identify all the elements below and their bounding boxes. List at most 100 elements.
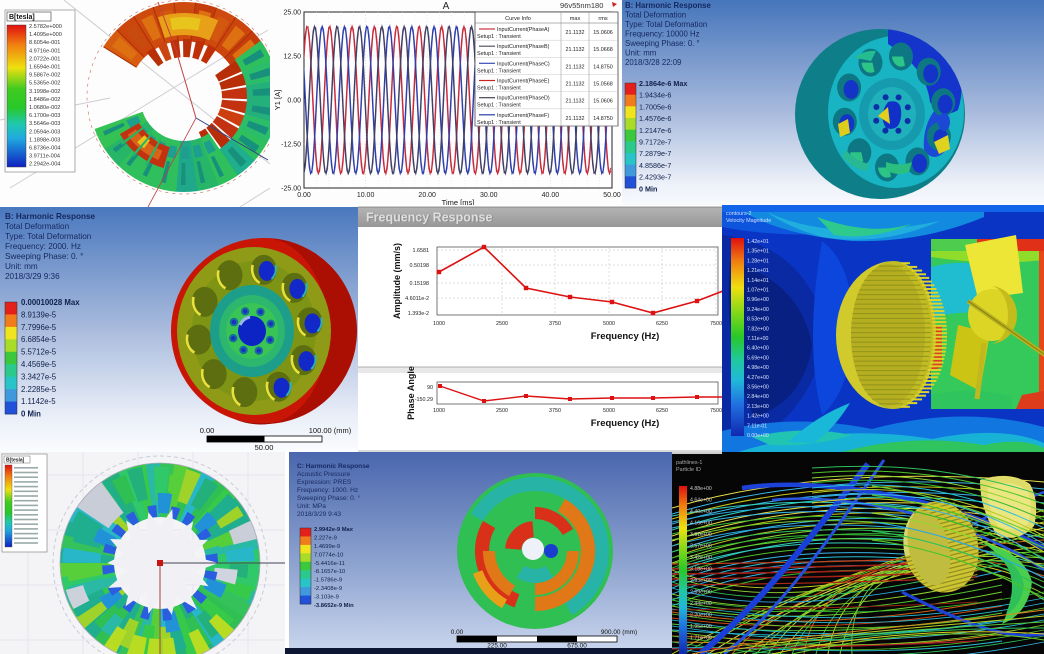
svg-text:1.42e+00: 1.42e+00	[747, 414, 769, 420]
svg-text:4.27e+00: 4.27e+00	[747, 375, 769, 381]
svg-text:7.7996e-5: 7.7996e-5	[21, 323, 57, 332]
svg-text:4.40e+00: 4.40e+00	[690, 509, 712, 515]
svg-text:3750: 3750	[549, 321, 561, 327]
svg-text:Type: Total Deformation: Type: Total Deformation	[625, 20, 707, 29]
svg-text:B[tesla]: B[tesla]	[9, 14, 35, 21]
svg-text:20.00: 20.00	[418, 192, 436, 199]
svg-text:InputCurrent(PhaseE): InputCurrent(PhaseE)	[497, 79, 550, 85]
svg-text:4.88e+00: 4.88e+00	[690, 486, 712, 492]
svg-text:6250: 6250	[656, 321, 668, 327]
svg-text:675.00: 675.00	[567, 643, 587, 650]
svg-text:Acoustic Pressure: Acoustic Pressure	[297, 471, 350, 478]
svg-text:900.00 (mm): 900.00 (mm)	[601, 629, 637, 636]
svg-text:3.9711e-004: 3.9711e-004	[29, 154, 60, 160]
svg-text:21.1132: 21.1132	[565, 99, 584, 105]
svg-text:7500: 7500	[710, 408, 722, 414]
svg-text:15.0606: 15.0606	[593, 99, 613, 105]
svg-text:2.13e+00: 2.13e+00	[747, 404, 769, 410]
svg-text:3.5646e-003: 3.5646e-003	[29, 121, 60, 127]
svg-text:Unit: MPa: Unit: MPa	[297, 503, 326, 510]
svg-text:8.9139e-5: 8.9139e-5	[21, 310, 57, 319]
svg-text:3.3427e-5: 3.3427e-5	[21, 372, 57, 381]
svg-text:9.24e+00: 9.24e+00	[747, 307, 769, 313]
svg-text:1.0680e-002: 1.0680e-002	[29, 105, 60, 111]
svg-text:1.4699e-9: 1.4699e-9	[314, 544, 340, 550]
svg-text:Setup1 : Transient: Setup1 : Transient	[477, 120, 521, 126]
svg-text:-2.3408e-9: -2.3408e-9	[314, 586, 342, 592]
svg-text:4.16e+00: 4.16e+00	[690, 521, 712, 527]
svg-text:1.1142e-5: 1.1142e-5	[21, 397, 56, 406]
svg-text:pathlines-1: pathlines-1	[676, 460, 702, 466]
svg-text:2018/3/29 9:43: 2018/3/29 9:43	[297, 511, 341, 518]
svg-text:1.2147e-6: 1.2147e-6	[639, 126, 671, 135]
svg-text:1.35e+01: 1.35e+01	[747, 249, 769, 255]
svg-text:5000: 5000	[603, 321, 615, 327]
svg-text:100.00 (mm): 100.00 (mm)	[309, 426, 352, 435]
svg-text:-5.4416e-11: -5.4416e-11	[314, 561, 345, 567]
svg-text:Frequency: 10000 Hz: Frequency: 10000 Hz	[625, 30, 700, 39]
svg-text:2.20e+00: 2.20e+00	[690, 613, 712, 619]
svg-text:1.7005e-6: 1.7005e-6	[639, 102, 671, 111]
svg-text:Time [ms]: Time [ms]	[442, 198, 475, 207]
svg-text:2.69e+00: 2.69e+00	[690, 590, 712, 596]
svg-text:Type: Total Deformation: Type: Total Deformation	[5, 232, 92, 241]
svg-text:1.6594e-001: 1.6594e-001	[29, 65, 60, 71]
svg-text:4.98e+00: 4.98e+00	[747, 365, 769, 371]
svg-text:Total Deformation: Total Deformation	[625, 11, 686, 20]
svg-text:-150.29: -150.29	[415, 397, 433, 403]
svg-text:50.00: 50.00	[603, 192, 621, 199]
svg-text:B: Harmonic Response: B: Harmonic Response	[625, 1, 711, 10]
svg-text:rms: rms	[598, 16, 608, 22]
svg-text:2.5782e+000: 2.5782e+000	[29, 24, 62, 30]
svg-text:15.0668: 15.0668	[593, 47, 613, 53]
svg-text:0.00010028 Max: 0.00010028 Max	[21, 298, 80, 307]
svg-text:3.56e+00: 3.56e+00	[747, 385, 769, 391]
svg-text:30.00: 30.00	[480, 192, 498, 199]
svg-text:9.7172e-7: 9.7172e-7	[639, 138, 671, 147]
svg-text:7.11e-01: 7.11e-01	[747, 423, 767, 429]
svg-text:-8.1657e-10: -8.1657e-10	[314, 569, 345, 575]
svg-text:3.42e+00: 3.42e+00	[690, 555, 712, 561]
svg-text:7.11e+00: 7.11e+00	[747, 336, 769, 342]
svg-text:3.18e+00: 3.18e+00	[690, 567, 712, 573]
svg-text:Setup1 : Transient: Setup1 : Transient	[477, 68, 521, 74]
svg-text:15.0568: 15.0568	[593, 82, 613, 88]
svg-text:0.00: 0.00	[200, 426, 215, 435]
svg-text:1.4576e-6: 1.4576e-6	[639, 114, 671, 123]
svg-text:7.2879e-7: 7.2879e-7	[639, 149, 671, 158]
svg-text:Unit: mm: Unit: mm	[625, 49, 656, 58]
svg-text:Total Deformation: Total Deformation	[5, 222, 70, 231]
svg-text:Frequency Response: Frequency Response	[367, 211, 493, 225]
svg-text:3.1998e-002: 3.1998e-002	[29, 89, 60, 95]
svg-text:-3.8652e-9 Min: -3.8652e-9 Min	[314, 603, 354, 609]
svg-text:6250: 6250	[656, 408, 668, 414]
svg-text:9.5867e-002: 9.5867e-002	[29, 73, 60, 79]
svg-text:B: Harmonic Response: B: Harmonic Response	[5, 212, 96, 221]
svg-text:Setup1 : Transient: Setup1 : Transient	[477, 103, 521, 109]
svg-text:1.42e+01: 1.42e+01	[747, 239, 769, 245]
svg-text:40.00: 40.00	[542, 192, 560, 199]
svg-text:6.1700e-003: 6.1700e-003	[29, 113, 60, 119]
svg-text:InputCurrent(PhaseD): InputCurrent(PhaseD)	[497, 96, 550, 102]
svg-text:1.95e+00: 1.95e+00	[690, 624, 712, 630]
svg-text:contours-2: contours-2	[726, 211, 751, 217]
svg-text:21.1132: 21.1132	[565, 116, 584, 122]
svg-text:2.0722e-001: 2.0722e-001	[29, 56, 60, 62]
svg-text:Y1 [A]: Y1 [A]	[273, 90, 282, 110]
svg-text:Setup1 : Transient: Setup1 : Transient	[477, 86, 521, 92]
svg-text:-1.5786e-9: -1.5786e-9	[314, 578, 342, 584]
svg-text:2500: 2500	[496, 321, 508, 327]
svg-text:3750: 3750	[549, 408, 561, 414]
svg-text:0 Min: 0 Min	[21, 410, 41, 419]
svg-text:1.8486e-002: 1.8486e-002	[29, 97, 60, 103]
svg-text:3.91e+00: 3.91e+00	[690, 532, 712, 538]
svg-text:-3.103e-9: -3.103e-9	[314, 595, 339, 601]
svg-text:12.50: 12.50	[283, 54, 301, 61]
svg-text:Frequency: 1000. Hz: Frequency: 1000. Hz	[297, 487, 358, 494]
svg-text:Setup1 : Transient: Setup1 : Transient	[477, 51, 521, 57]
svg-text:1.6581: 1.6581	[413, 248, 430, 254]
svg-text:2.4293e-7: 2.4293e-7	[639, 173, 671, 182]
svg-text:Unit: mm: Unit: mm	[5, 262, 38, 271]
svg-text:7.0774e-10: 7.0774e-10	[314, 552, 343, 558]
svg-text:1.21e+01: 1.21e+01	[747, 268, 769, 274]
